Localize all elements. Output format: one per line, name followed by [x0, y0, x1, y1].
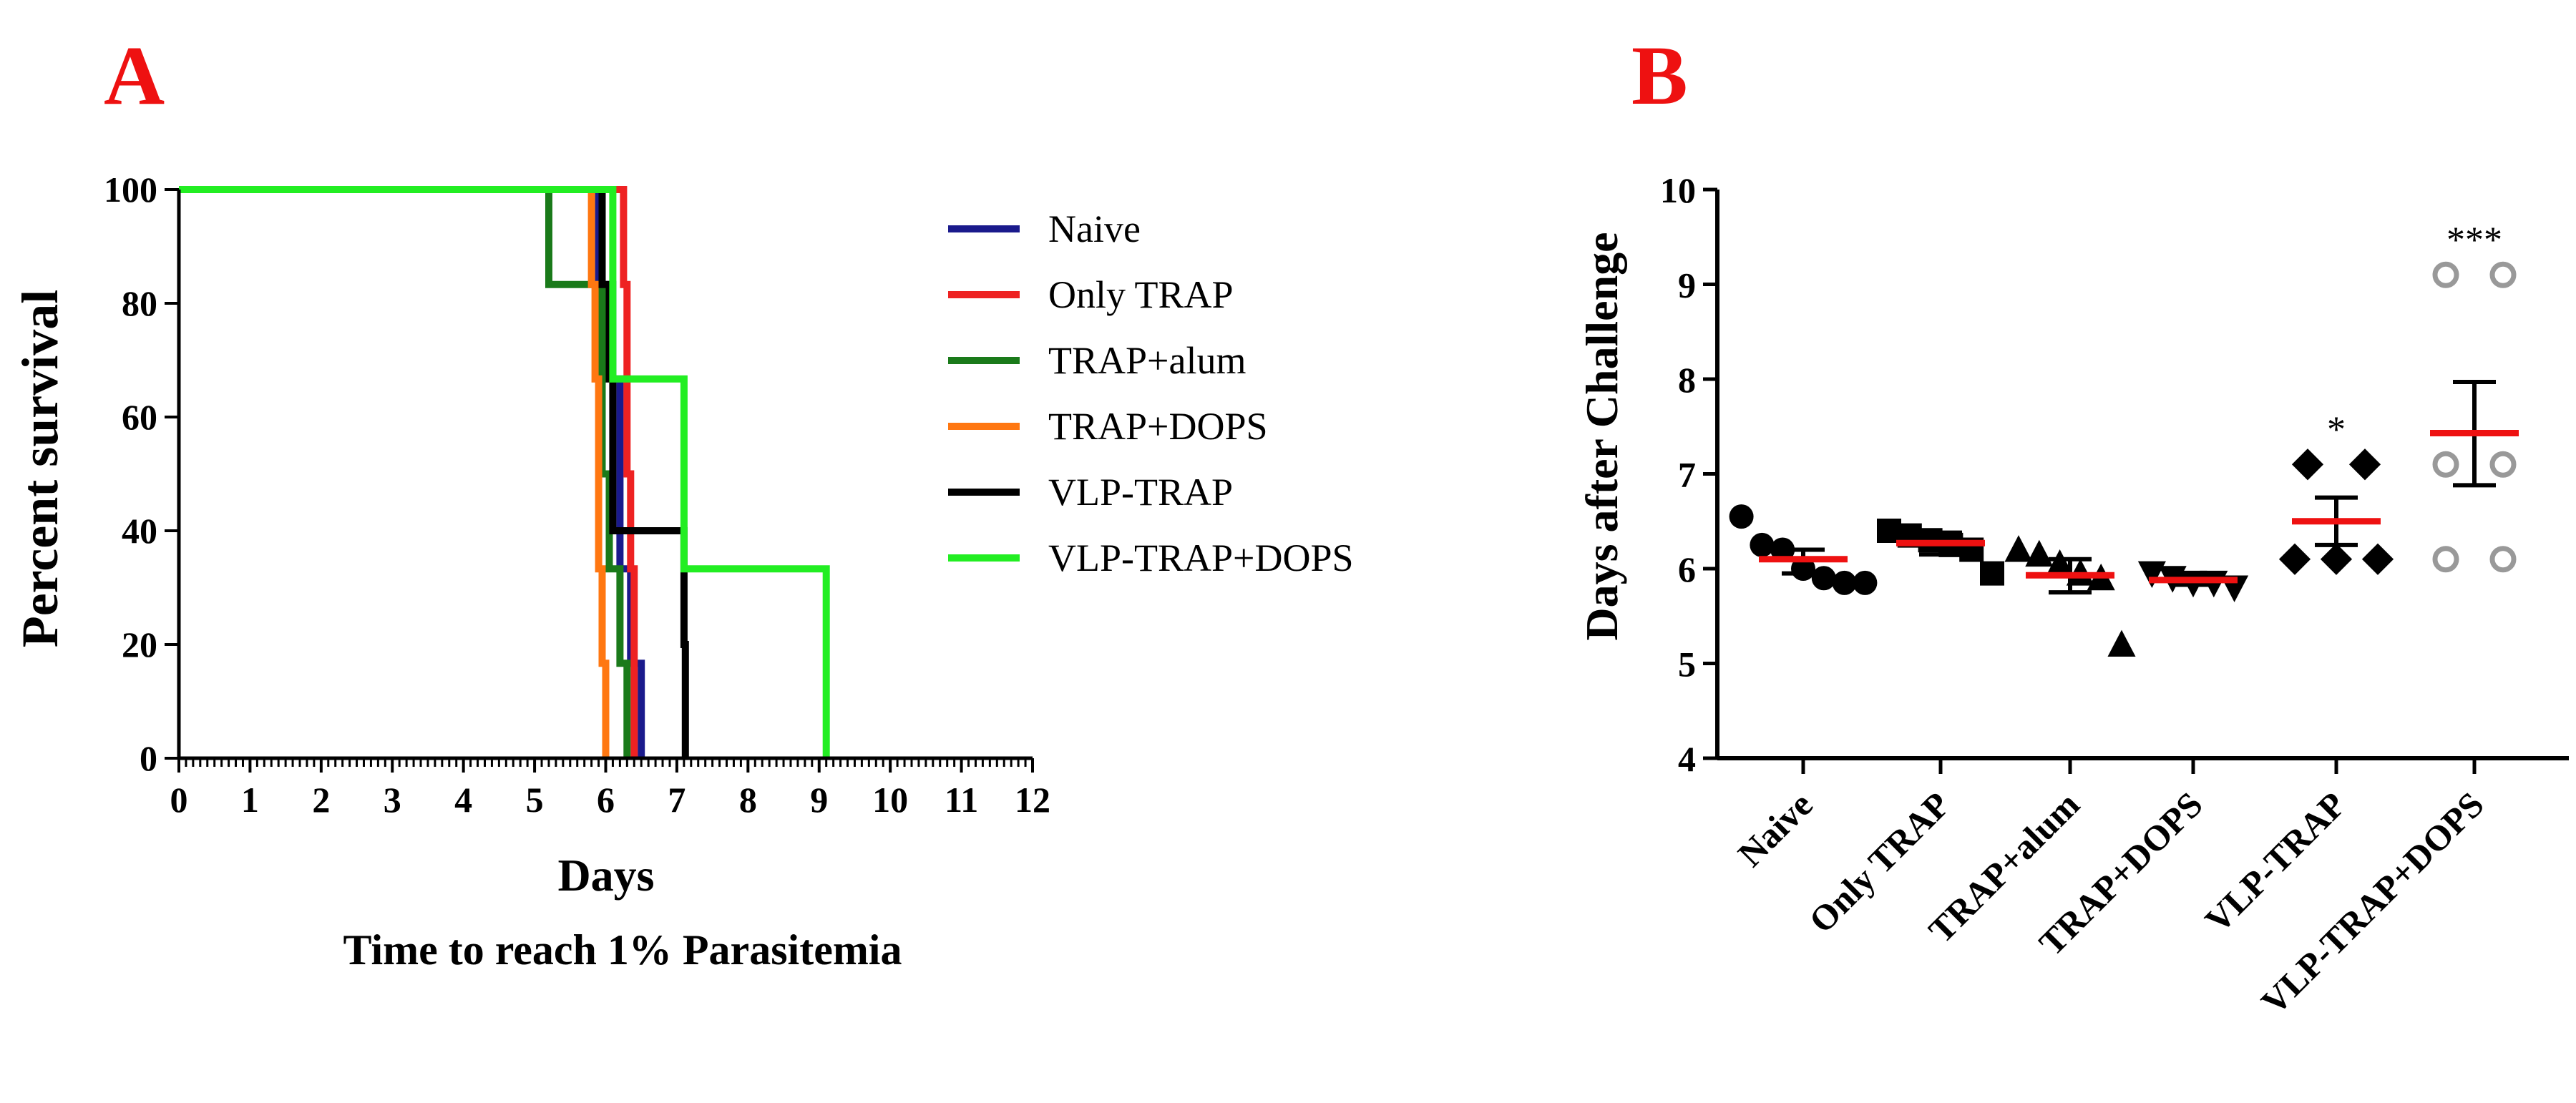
x-axis-title: Days: [557, 850, 654, 901]
y-tick-label: 20: [122, 624, 157, 665]
significance-marker: ***: [2446, 220, 2502, 260]
category-label: Naive: [1730, 784, 1820, 874]
y-tick-label: 100: [104, 170, 157, 210]
data-point: [2046, 549, 2074, 577]
data-point: [2432, 451, 2459, 478]
data-point: [2004, 535, 2033, 562]
data-point: [2107, 629, 2136, 657]
x-tick-label: 9: [810, 780, 828, 820]
data-point: [1832, 570, 1857, 595]
data-point: [1980, 561, 2004, 586]
x-tick-label: 7: [668, 780, 686, 820]
y-tick-label-b: 9: [1678, 265, 1696, 305]
panel-label-b: B: [1631, 29, 1688, 122]
legend: Naive Only TRAP TRAP+alum TRAP+DOPS VLP-TRAP…: [948, 207, 1354, 579]
y-tick-label-b: 8: [1678, 360, 1696, 400]
chart-caption: Time to reach 1% Parasitemia: [343, 926, 902, 974]
data-point: [2291, 448, 2324, 481]
series-line-trap-dops: [179, 186, 610, 758]
data-point: [1750, 532, 1775, 557]
data-point: [2137, 561, 2166, 589]
data-point: [2489, 546, 2517, 573]
data-point: [1877, 519, 1901, 543]
data-point: [2278, 543, 2311, 575]
panel-label-a: A: [104, 29, 165, 122]
legend-label: Only TRAP: [1048, 273, 1234, 316]
y-tick-label: 80: [122, 283, 157, 323]
x-tick-label: 2: [312, 780, 330, 820]
data-point: [2320, 543, 2353, 575]
series-line-naive: [179, 186, 645, 758]
y-tick-label-b: 4: [1678, 739, 1696, 779]
legend-label: TRAP+alum: [1048, 339, 1246, 382]
data-point: [2489, 261, 2517, 288]
x-tick-label: 0: [170, 780, 188, 820]
y-tick-label: 60: [122, 397, 157, 437]
data-point: [2348, 448, 2381, 481]
data-point: [1729, 504, 1754, 529]
y-tick-label-b: 10: [1660, 170, 1696, 210]
y-tick-label-b: 7: [1678, 455, 1696, 495]
legend-label: VLP-TRAP: [1048, 471, 1233, 514]
series-line-only-trap: [179, 186, 638, 758]
legend-label: VLP-TRAP+DOPS: [1048, 536, 1354, 579]
data-point: [2432, 546, 2459, 573]
series-line-trap-alum: [179, 186, 631, 758]
y-axis-title-b: Days after Challenge: [1576, 232, 1627, 640]
x-tick-label: 1: [241, 780, 259, 820]
x-tick-label: 3: [384, 780, 401, 820]
x-tick-label: 12: [1015, 780, 1050, 820]
x-tick-label: 5: [526, 780, 544, 820]
legend-label: Naive: [1048, 207, 1141, 250]
y-axis-title: Percent survival: [11, 290, 69, 648]
x-tick-label: 6: [597, 780, 615, 820]
y-tick-label-b: 5: [1678, 644, 1696, 685]
y-tick-label: 0: [140, 738, 157, 778]
x-tick-label: 10: [872, 780, 908, 820]
data-point: [2025, 539, 2054, 567]
x-tick-label: 8: [739, 780, 757, 820]
data-point: [2361, 543, 2394, 575]
y-tick-label: 40: [122, 511, 157, 551]
data-point: [1811, 566, 1836, 591]
x-tick-label: 4: [454, 780, 472, 820]
series-line-vlp-trap-dops: [179, 186, 830, 758]
data-point: [1853, 570, 1878, 595]
significance-marker: *: [2327, 409, 2346, 450]
x-tick-label: 11: [945, 780, 978, 820]
data-point: [2432, 261, 2459, 288]
legend-label: TRAP+DOPS: [1048, 405, 1268, 448]
data-point: [2489, 451, 2517, 478]
y-tick-label-b: 6: [1678, 549, 1696, 589]
